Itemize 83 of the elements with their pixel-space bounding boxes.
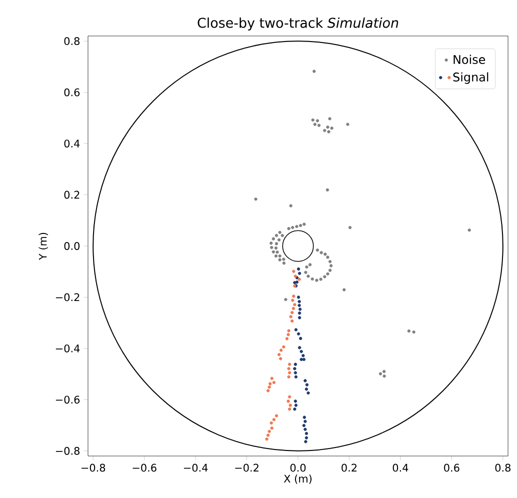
- point: [312, 70, 316, 73]
- point: [330, 126, 334, 130]
- point: [319, 278, 322, 281]
- point: [412, 330, 416, 334]
- point: [284, 298, 288, 302]
- point: [274, 246, 278, 250]
- point: [298, 224, 302, 228]
- point: [277, 238, 281, 242]
- point: [289, 204, 292, 208]
- y-tick-label: 0.0: [64, 242, 80, 250]
- x-tick-label: −0.8: [82, 464, 106, 472]
- x-tick-label: 0.2: [342, 464, 356, 472]
- point: [274, 242, 278, 246]
- point: [326, 256, 330, 259]
- y-tick-label: −0.8: [56, 446, 80, 455]
- y-tick-label: 0.8: [64, 37, 80, 46]
- point: [295, 224, 298, 228]
- x-tick-label: 0.0: [290, 464, 306, 472]
- point: [291, 226, 294, 230]
- point: [282, 258, 286, 261]
- point: [280, 234, 284, 238]
- point: [323, 128, 326, 132]
- point: [317, 124, 321, 127]
- legend-label: Noise: [454, 54, 486, 64]
- point: [282, 262, 286, 265]
- point: [304, 270, 308, 274]
- point: [326, 188, 330, 192]
- point: [305, 265, 308, 269]
- point: [278, 230, 282, 234]
- point: [310, 277, 314, 281]
- y-axis-title: Y (m): [38, 232, 48, 260]
- point: [313, 122, 317, 126]
- point: [270, 242, 273, 245]
- point: [378, 372, 382, 376]
- point: [382, 374, 386, 378]
- x-tick-label: −0.2: [235, 464, 258, 472]
- point: [278, 258, 282, 262]
- point: [320, 251, 323, 254]
- point: [306, 274, 310, 278]
- point: [329, 264, 333, 268]
- x-tick-label: 0.4: [392, 464, 408, 472]
- x-axis-title: X (m): [284, 474, 312, 484]
- y-tick-label: −0.6: [56, 396, 80, 404]
- point: [311, 118, 314, 122]
- point: [274, 234, 278, 238]
- point: [308, 263, 312, 266]
- point: [316, 119, 320, 122]
- chart-title: Close-by two-track Simulation: [198, 17, 398, 30]
- y-tick-label: 0.2: [64, 190, 80, 199]
- x-tick-label: 0.6: [444, 464, 460, 472]
- point: [326, 272, 330, 276]
- x-tick-label: −0.6: [132, 464, 156, 472]
- x-tick-label: 0.8: [495, 464, 510, 472]
- point: [302, 222, 306, 226]
- legend-label: Signal: [453, 72, 488, 84]
- point: [328, 117, 332, 120]
- y-tick-label: 0.6: [64, 88, 80, 96]
- point: [407, 329, 410, 333]
- point: [315, 278, 318, 282]
- x-tick-label: −0.4: [184, 464, 208, 472]
- point: [278, 254, 282, 258]
- point: [382, 370, 386, 374]
- point: [323, 275, 326, 278]
- point: [272, 250, 276, 254]
- point: [274, 254, 278, 258]
- point: [254, 198, 258, 201]
- point: [276, 250, 279, 254]
- point: [348, 226, 352, 230]
- y-tick-label: 0.4: [64, 140, 80, 148]
- point: [328, 260, 332, 264]
- point: [326, 126, 330, 129]
- point: [346, 122, 350, 126]
- point: [270, 246, 274, 250]
- point: [272, 237, 276, 240]
- point: [327, 130, 330, 134]
- y-tick-label: −0.4: [56, 344, 80, 352]
- point: [328, 268, 332, 272]
- point: [324, 252, 327, 256]
- point: [316, 248, 320, 252]
- point: [287, 226, 290, 230]
- point: [342, 288, 346, 292]
- point: [468, 228, 471, 232]
- y-tick-label: −0.2: [56, 293, 80, 302]
